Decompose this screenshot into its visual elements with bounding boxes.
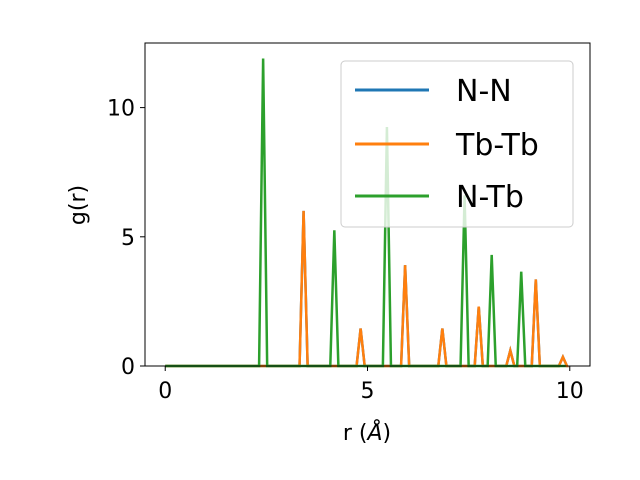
y-tick-label: 10 (107, 97, 135, 122)
legend-box (340, 60, 574, 228)
x-tick-label: 0 (158, 379, 172, 404)
y-tick-label: 0 (121, 355, 135, 380)
x-tick-label: 10 (556, 379, 584, 404)
x-axis-label: r (Å) (343, 419, 391, 446)
x-tick-label: 5 (361, 379, 375, 404)
y-axis-label: g(r) (66, 185, 91, 225)
legend-label-n-n: N-N (456, 74, 512, 109)
legend-label-n-tb: N-Tb (456, 180, 524, 215)
legend-label-tb-tb: Tb-Tb (455, 128, 539, 163)
y-tick-label: 5 (121, 226, 135, 251)
tick-layer: 0 5 10 0 5 10 (107, 97, 584, 404)
legend: N-N Tb-Tb N-Tb (340, 60, 574, 228)
